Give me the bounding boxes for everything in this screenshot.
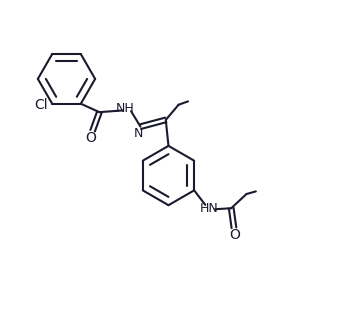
Text: HN: HN xyxy=(199,202,218,215)
Text: NH: NH xyxy=(116,102,135,115)
Text: O: O xyxy=(229,228,240,242)
Text: O: O xyxy=(86,131,96,145)
Text: N: N xyxy=(134,127,144,140)
Text: Cl: Cl xyxy=(35,99,48,112)
